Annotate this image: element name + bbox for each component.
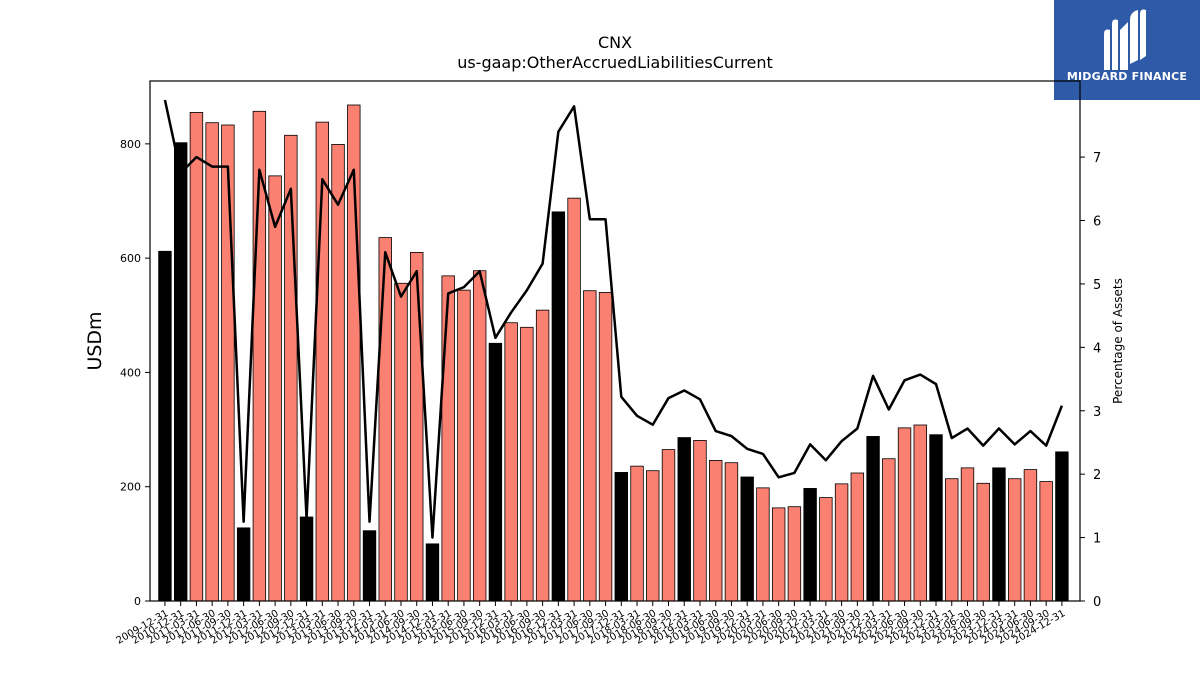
bar — [866, 436, 880, 602]
chart-title: CNX — [598, 33, 632, 52]
bar — [299, 516, 314, 602]
bar — [677, 437, 691, 602]
bar — [472, 270, 487, 602]
bar — [441, 275, 455, 602]
bar — [535, 309, 550, 602]
y2-tick-label: 1 — [1093, 532, 1101, 547]
bar — [929, 434, 943, 602]
bar — [331, 144, 345, 602]
bar — [425, 543, 440, 602]
bar — [488, 342, 503, 602]
bar — [567, 197, 581, 602]
y2-tick-label: 6 — [1093, 215, 1101, 230]
bar — [882, 458, 896, 602]
bar — [598, 292, 613, 602]
midgard-logo-icon — [1104, 9, 1146, 70]
y-axis-label: USDm — [84, 311, 106, 370]
plot-frame — [149, 80, 1081, 602]
y-tick-label: 0 — [134, 595, 141, 608]
bars-group — [158, 104, 1069, 602]
bar — [819, 497, 833, 602]
bar — [771, 507, 786, 602]
y-tick-label: 200 — [120, 481, 141, 494]
bar — [236, 527, 251, 602]
bar — [1039, 481, 1053, 602]
bar — [520, 326, 534, 602]
bar — [693, 440, 707, 602]
bar — [661, 449, 676, 602]
bar — [740, 476, 754, 602]
bar — [173, 142, 188, 602]
y-tick-label: 600 — [120, 252, 141, 265]
y2-tick-label: 4 — [1093, 341, 1101, 356]
logo: MIDGARD FINANCE — [1054, 0, 1200, 100]
y2-tick-label: 5 — [1093, 278, 1101, 293]
line-group — [163, 99, 1064, 539]
bar — [158, 250, 172, 602]
bar — [803, 488, 817, 602]
brand-name: MIDGARD FINANCE — [1066, 70, 1188, 83]
bar — [945, 478, 959, 602]
bar — [189, 112, 204, 602]
y2-tick-label: 3 — [1093, 405, 1101, 420]
bar — [205, 122, 219, 602]
bar — [787, 506, 802, 602]
bar — [976, 482, 990, 602]
y2-tick-label: 0 — [1093, 595, 1101, 610]
bar — [897, 427, 912, 602]
y2-tick-label: 2 — [1093, 468, 1101, 483]
bar — [960, 467, 975, 602]
bar — [551, 211, 566, 602]
bar — [504, 322, 518, 602]
bar — [1008, 478, 1022, 602]
bar — [410, 252, 424, 602]
bar — [362, 530, 377, 602]
bar — [394, 282, 408, 602]
bar — [630, 465, 644, 602]
bar — [992, 467, 1006, 602]
bar — [614, 472, 628, 602]
bar — [724, 462, 739, 602]
y2-axis-label: Percentage of Assets — [1111, 278, 1125, 404]
bar — [1055, 451, 1069, 602]
bar — [850, 472, 865, 602]
percentage-line — [163, 99, 1064, 539]
bar — [221, 124, 235, 602]
bar — [913, 424, 927, 602]
y-tick-label: 400 — [120, 366, 141, 379]
bar — [834, 483, 849, 602]
y-tick-label: 800 — [120, 138, 141, 151]
bar — [1023, 469, 1038, 602]
bar — [457, 289, 471, 602]
bar — [646, 470, 660, 602]
bar — [268, 175, 282, 602]
bar — [378, 237, 392, 602]
bar — [756, 487, 770, 602]
bar — [709, 460, 723, 602]
y2-tick-label: 7 — [1093, 151, 1101, 166]
chart-subtitle: us-gaap:OtherAccruedLiabilitiesCurrent — [457, 53, 773, 72]
bar — [583, 290, 597, 602]
